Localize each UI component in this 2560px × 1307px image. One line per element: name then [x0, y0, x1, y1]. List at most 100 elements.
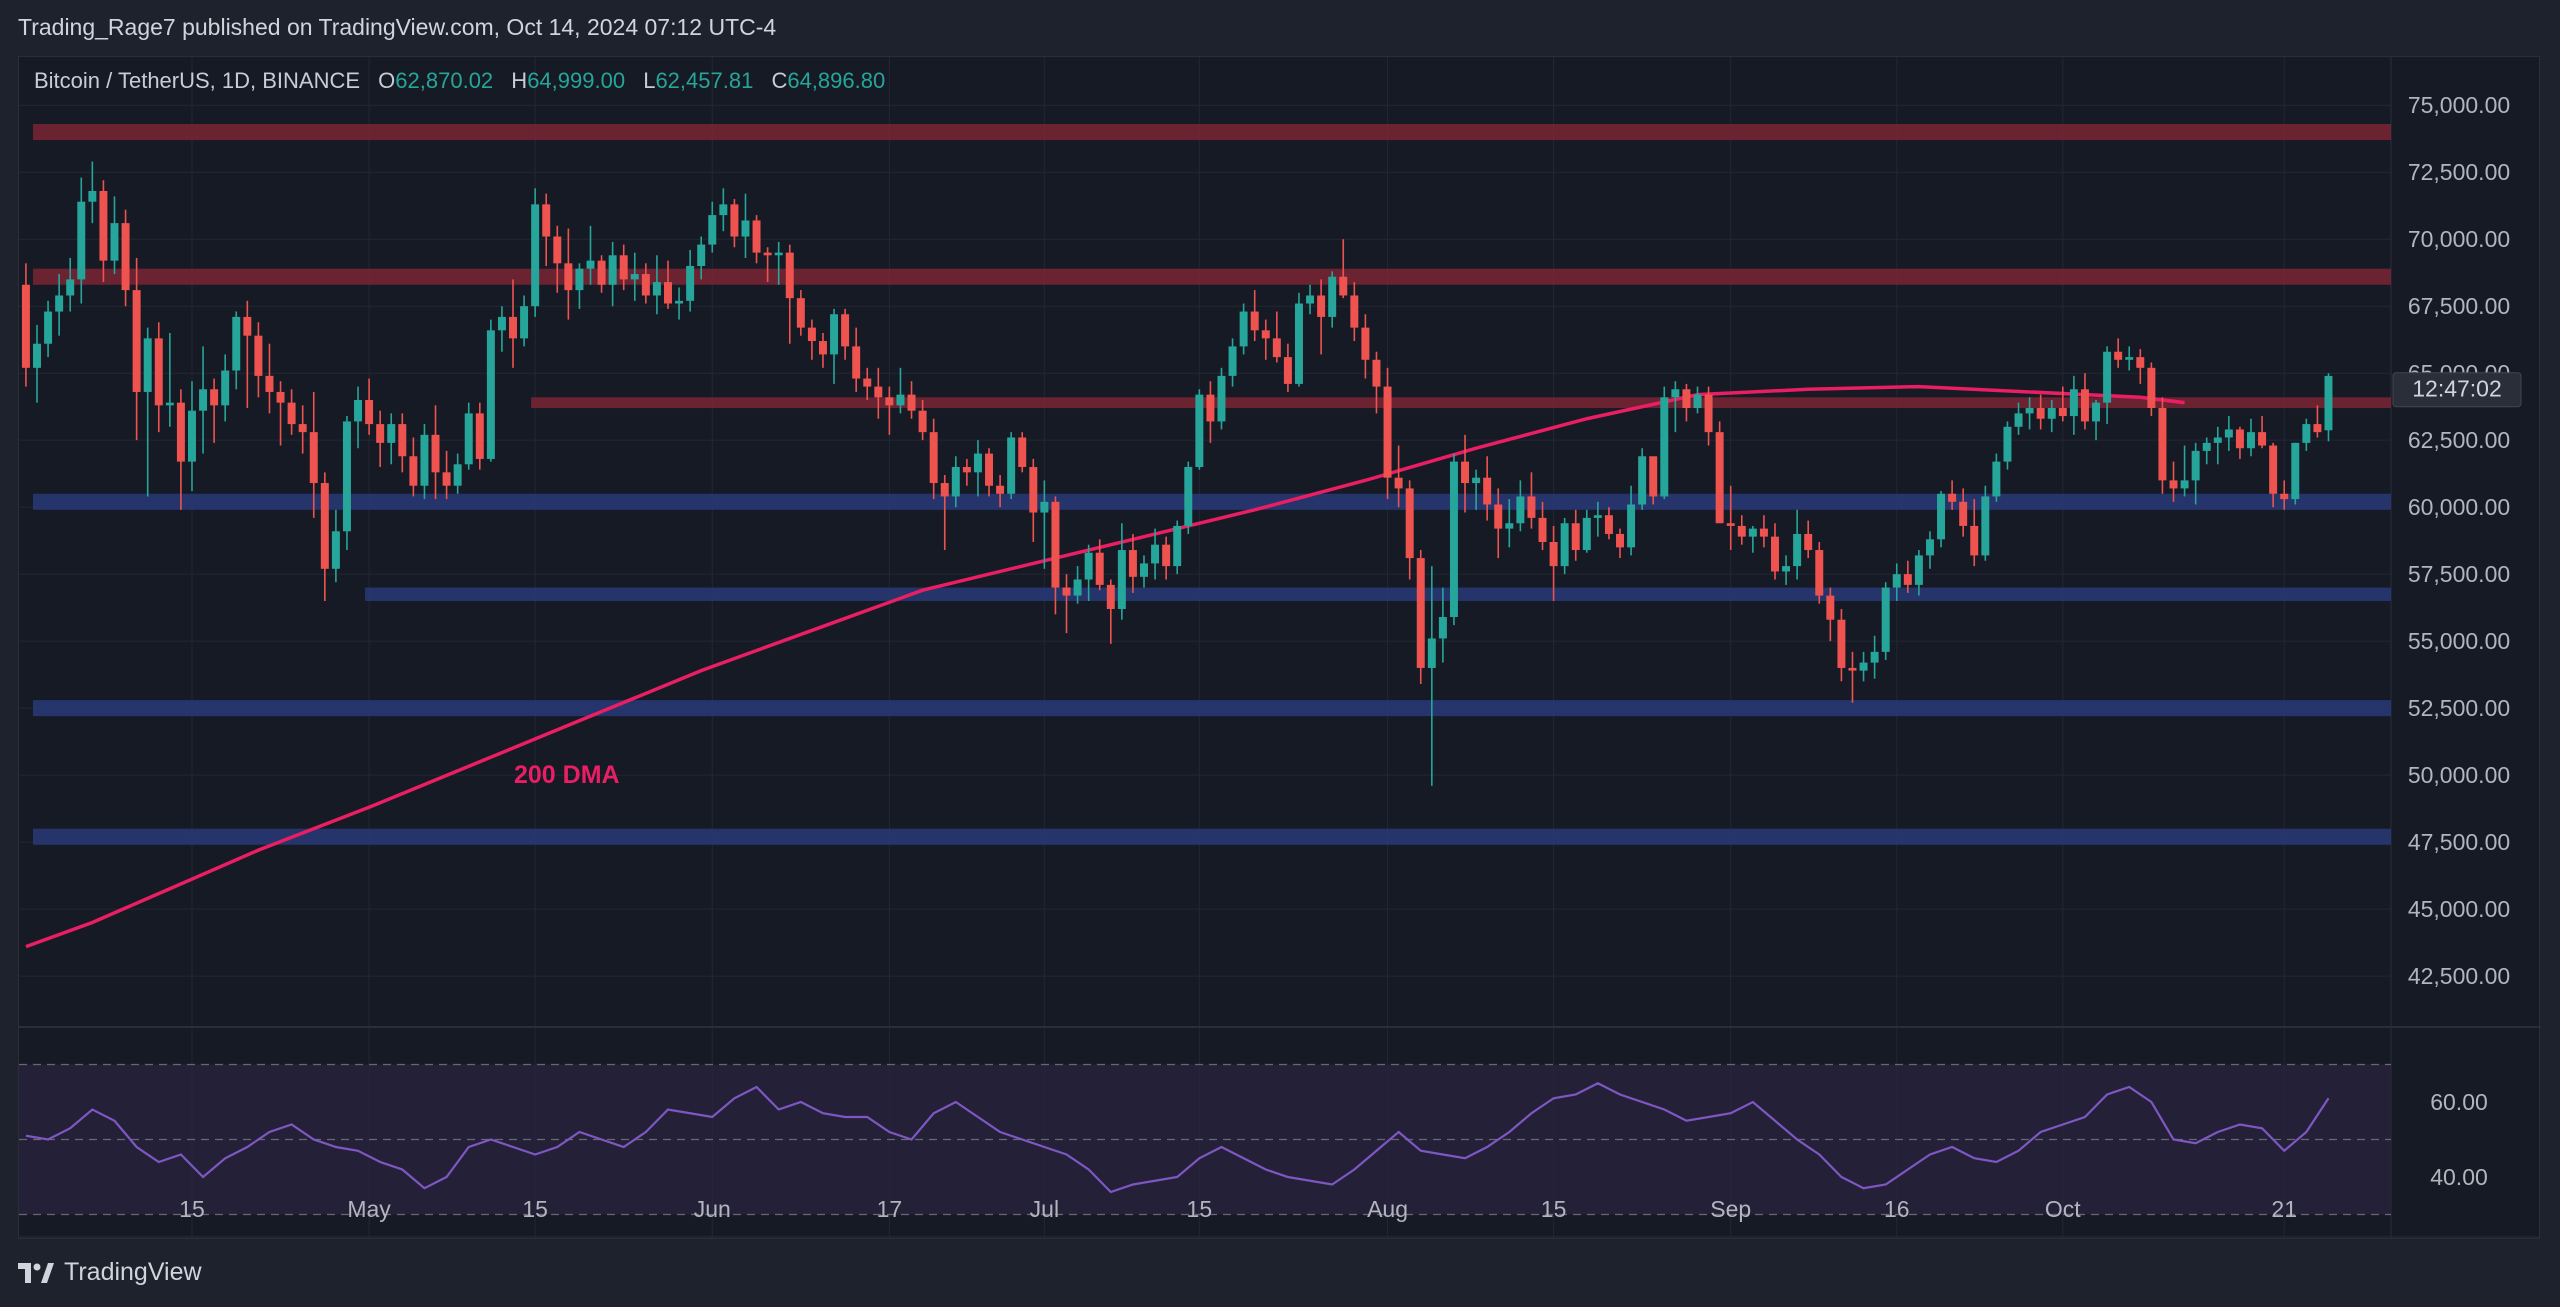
candle-body — [453, 464, 462, 486]
candle-body — [686, 266, 695, 301]
support-zone — [33, 700, 2391, 717]
candle-layer — [21, 161, 2333, 786]
candle-body — [652, 282, 661, 296]
candle — [55, 274, 64, 336]
candle — [409, 437, 418, 497]
candle-body — [785, 252, 794, 299]
time-tick-label: Oct — [2045, 1196, 2081, 1222]
candle — [354, 386, 363, 449]
candle-body — [1283, 357, 1292, 384]
price-tick-label: 75,000.00 — [2408, 92, 2510, 118]
candle — [1361, 314, 1370, 379]
candle — [1925, 531, 1934, 569]
candle — [1062, 574, 1071, 634]
candle — [1461, 434, 1470, 513]
candle — [99, 180, 108, 283]
chart-frame[interactable]: 200 DMA 75,000.00 72,500.00 70,000.00 67,50… — [18, 56, 2541, 1240]
candle-body — [254, 335, 263, 376]
rsi-tick-label: 40.00 — [2430, 1164, 2488, 1190]
candle — [2080, 373, 2089, 430]
candle — [907, 381, 916, 419]
candle-body — [1095, 552, 1104, 585]
time-tick-label: 21 — [2271, 1196, 2297, 1222]
candle-body — [896, 394, 905, 406]
candle-body — [287, 402, 296, 425]
candle-body — [1472, 477, 1481, 484]
candle — [1549, 525, 1558, 601]
candle-body — [2103, 351, 2112, 403]
time-tick-label: 15 — [1187, 1196, 1213, 1222]
low-value: 62,457.81 — [655, 68, 754, 93]
resistance-zone — [531, 397, 2391, 409]
rsi-layer — [19, 1063, 2391, 1216]
candle-body — [885, 397, 894, 406]
candle-body — [1128, 550, 1137, 577]
candle — [940, 475, 949, 551]
high-value: 64,999.00 — [527, 68, 626, 93]
candle — [741, 193, 750, 258]
candle — [1593, 501, 1602, 537]
candle — [1272, 311, 1281, 363]
candle-body — [1671, 389, 1680, 398]
candle — [1970, 499, 1979, 567]
chart-canvas[interactable]: 200 DMA 75,000.00 72,500.00 70,000.00 67,50… — [19, 57, 2541, 1240]
candle — [564, 228, 573, 320]
price-tick-label: 55,000.00 — [2408, 628, 2510, 654]
high-key: H — [511, 68, 528, 93]
candle-body — [1903, 574, 1912, 585]
candle-body — [1494, 504, 1503, 529]
candle-body — [132, 290, 141, 392]
candle-body — [376, 424, 385, 443]
candle — [553, 225, 562, 293]
candle — [1339, 239, 1348, 299]
candle-body — [973, 453, 982, 473]
candle-body — [2069, 389, 2078, 417]
candle-body — [1981, 496, 1990, 556]
candle-body — [232, 316, 241, 371]
candle-body — [1173, 525, 1182, 567]
candle-body — [2235, 429, 2244, 449]
candle — [1217, 367, 1226, 430]
time-tick-label: 15 — [522, 1196, 548, 1222]
candle-body — [1660, 397, 1669, 497]
candle-body — [951, 466, 960, 497]
candle — [1616, 528, 1624, 559]
candle-body — [2092, 402, 2101, 422]
candle — [841, 308, 850, 360]
tradingview-branding[interactable]: TradingView — [18, 1258, 202, 1287]
tradingview-logo-icon — [18, 1262, 54, 1283]
candle-body — [2224, 429, 2233, 438]
candle-body — [1073, 579, 1082, 596]
candle-body — [21, 284, 30, 368]
candle-body — [1804, 533, 1813, 551]
candle-body — [874, 386, 883, 398]
candle-body — [176, 402, 185, 462]
candle — [852, 327, 861, 392]
candle — [1372, 351, 1381, 414]
candle-body — [852, 346, 861, 379]
candle-body — [1892, 574, 1901, 588]
grid-layer — [19, 57, 2541, 1238]
candle-body — [1427, 638, 1436, 668]
candle-body — [1250, 311, 1259, 331]
candle — [2003, 421, 2012, 470]
candle — [1638, 448, 1647, 510]
candle-body — [2302, 424, 2311, 443]
candle — [475, 402, 484, 470]
candle-body — [763, 252, 772, 256]
candle — [2025, 397, 2034, 430]
candle-body — [187, 410, 196, 462]
countdown-text: 12:47:02 — [2412, 376, 2502, 402]
candle — [1992, 453, 2001, 502]
candle-body — [2036, 408, 2045, 419]
candle — [586, 225, 595, 285]
candle-body — [1416, 558, 1425, 668]
candle — [1040, 480, 1049, 569]
candle-body — [121, 223, 130, 291]
branding-text: TradingView — [64, 1258, 202, 1286]
candle — [1948, 480, 1957, 510]
candle — [1250, 290, 1259, 342]
candle-body — [1848, 667, 1857, 671]
ma-200-annotation: 200 DMA — [514, 761, 620, 789]
candle — [176, 389, 185, 510]
